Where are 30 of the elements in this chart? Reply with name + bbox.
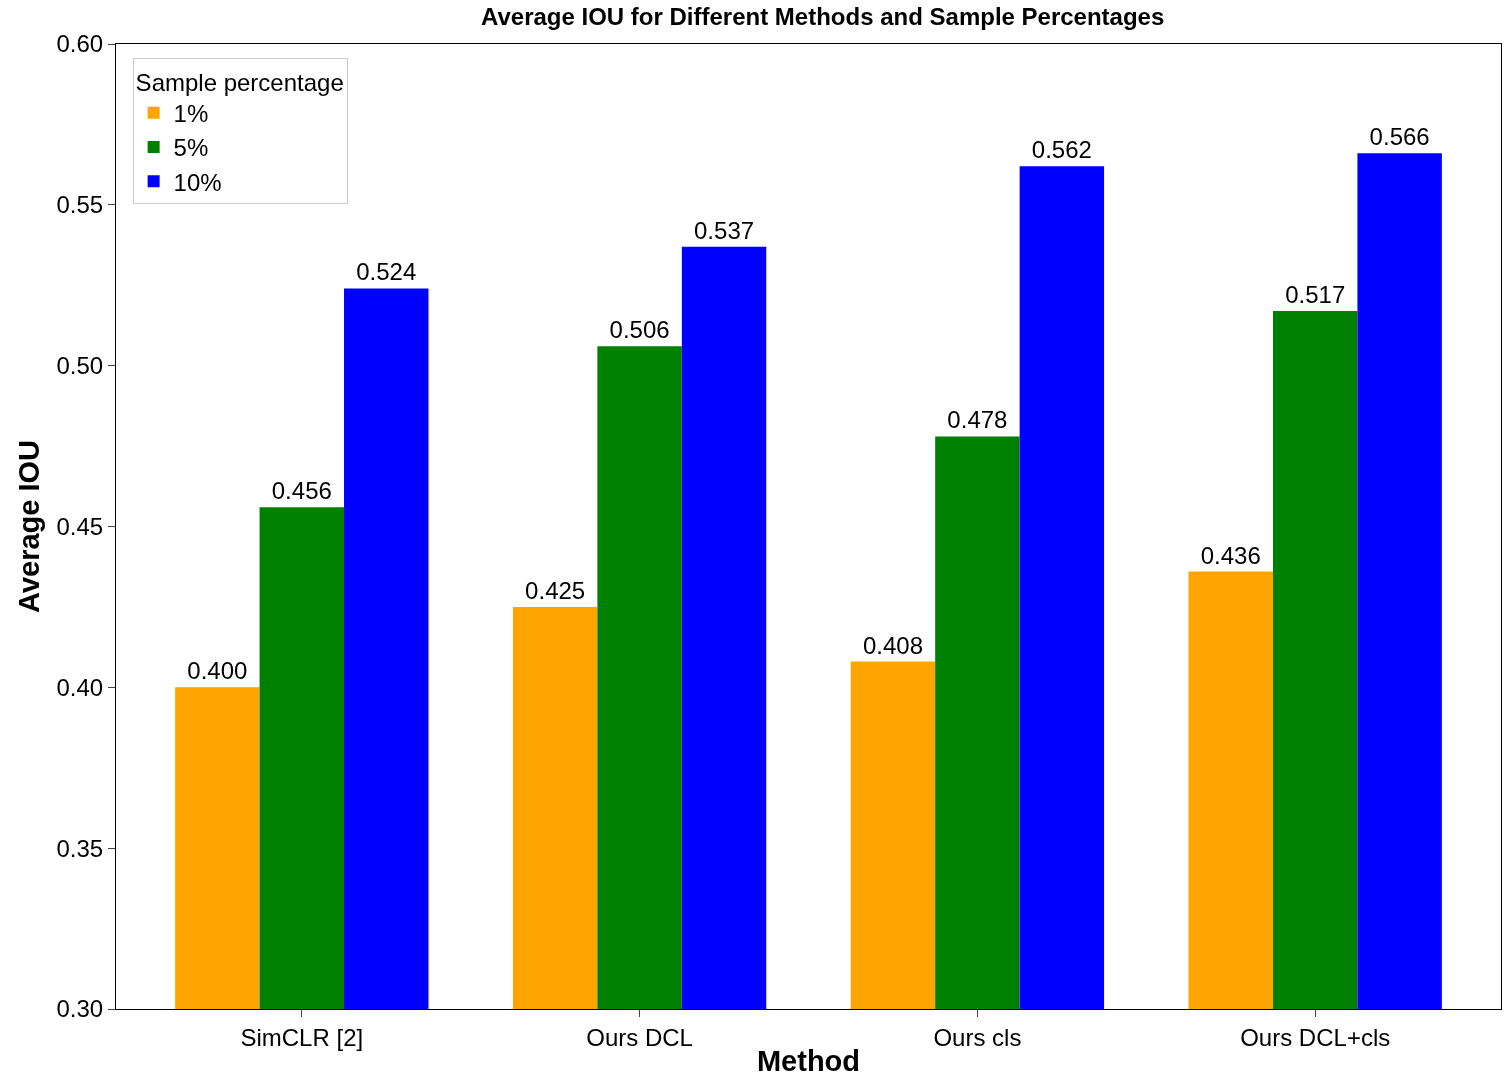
data-label: 0.562 — [1031, 136, 1092, 164]
legend-label: 10% — [173, 168, 222, 196]
data-label: 0.537 — [694, 216, 755, 244]
y-tick-label: 0.60 — [56, 30, 104, 58]
data-label: 0.408 — [862, 631, 923, 659]
chart-title: Average IOU for Different Methods and Sample Percentages — [481, 3, 1165, 31]
x-tick-label: Ours cls — [933, 1023, 1022, 1051]
legend-label: 5% — [173, 134, 209, 162]
x-tick-label: Ours DCL+cls — [1240, 1023, 1391, 1051]
data-label: 0.425 — [525, 576, 586, 604]
y-tick-label: 0.50 — [56, 352, 104, 380]
y-tick-label: 0.45 — [56, 512, 104, 540]
x-axis-title: Method — [756, 1045, 861, 1077]
data-label: 0.506 — [609, 316, 670, 344]
data-label: 0.566 — [1369, 123, 1430, 151]
legend-label: 1% — [173, 100, 209, 128]
data-label: 0.517 — [1285, 280, 1346, 308]
y-tick-label: 0.55 — [56, 191, 104, 219]
x-tick-label: SimCLR [2] — [240, 1023, 364, 1051]
data-label: 0.436 — [1200, 541, 1261, 569]
data-label: 0.456 — [271, 477, 332, 505]
x-tick-label: Ours DCL — [586, 1023, 693, 1051]
data-label: 0.478 — [947, 406, 1008, 434]
legend-title: Sample percentage — [135, 68, 344, 96]
y-tick-label: 0.35 — [56, 834, 104, 862]
y-axis-title: Average IOU — [12, 440, 45, 613]
data-label: 0.524 — [356, 258, 417, 286]
y-tick-label: 0.30 — [56, 995, 104, 1023]
data-label: 0.400 — [187, 657, 248, 685]
y-tick-label: 0.40 — [56, 673, 104, 701]
